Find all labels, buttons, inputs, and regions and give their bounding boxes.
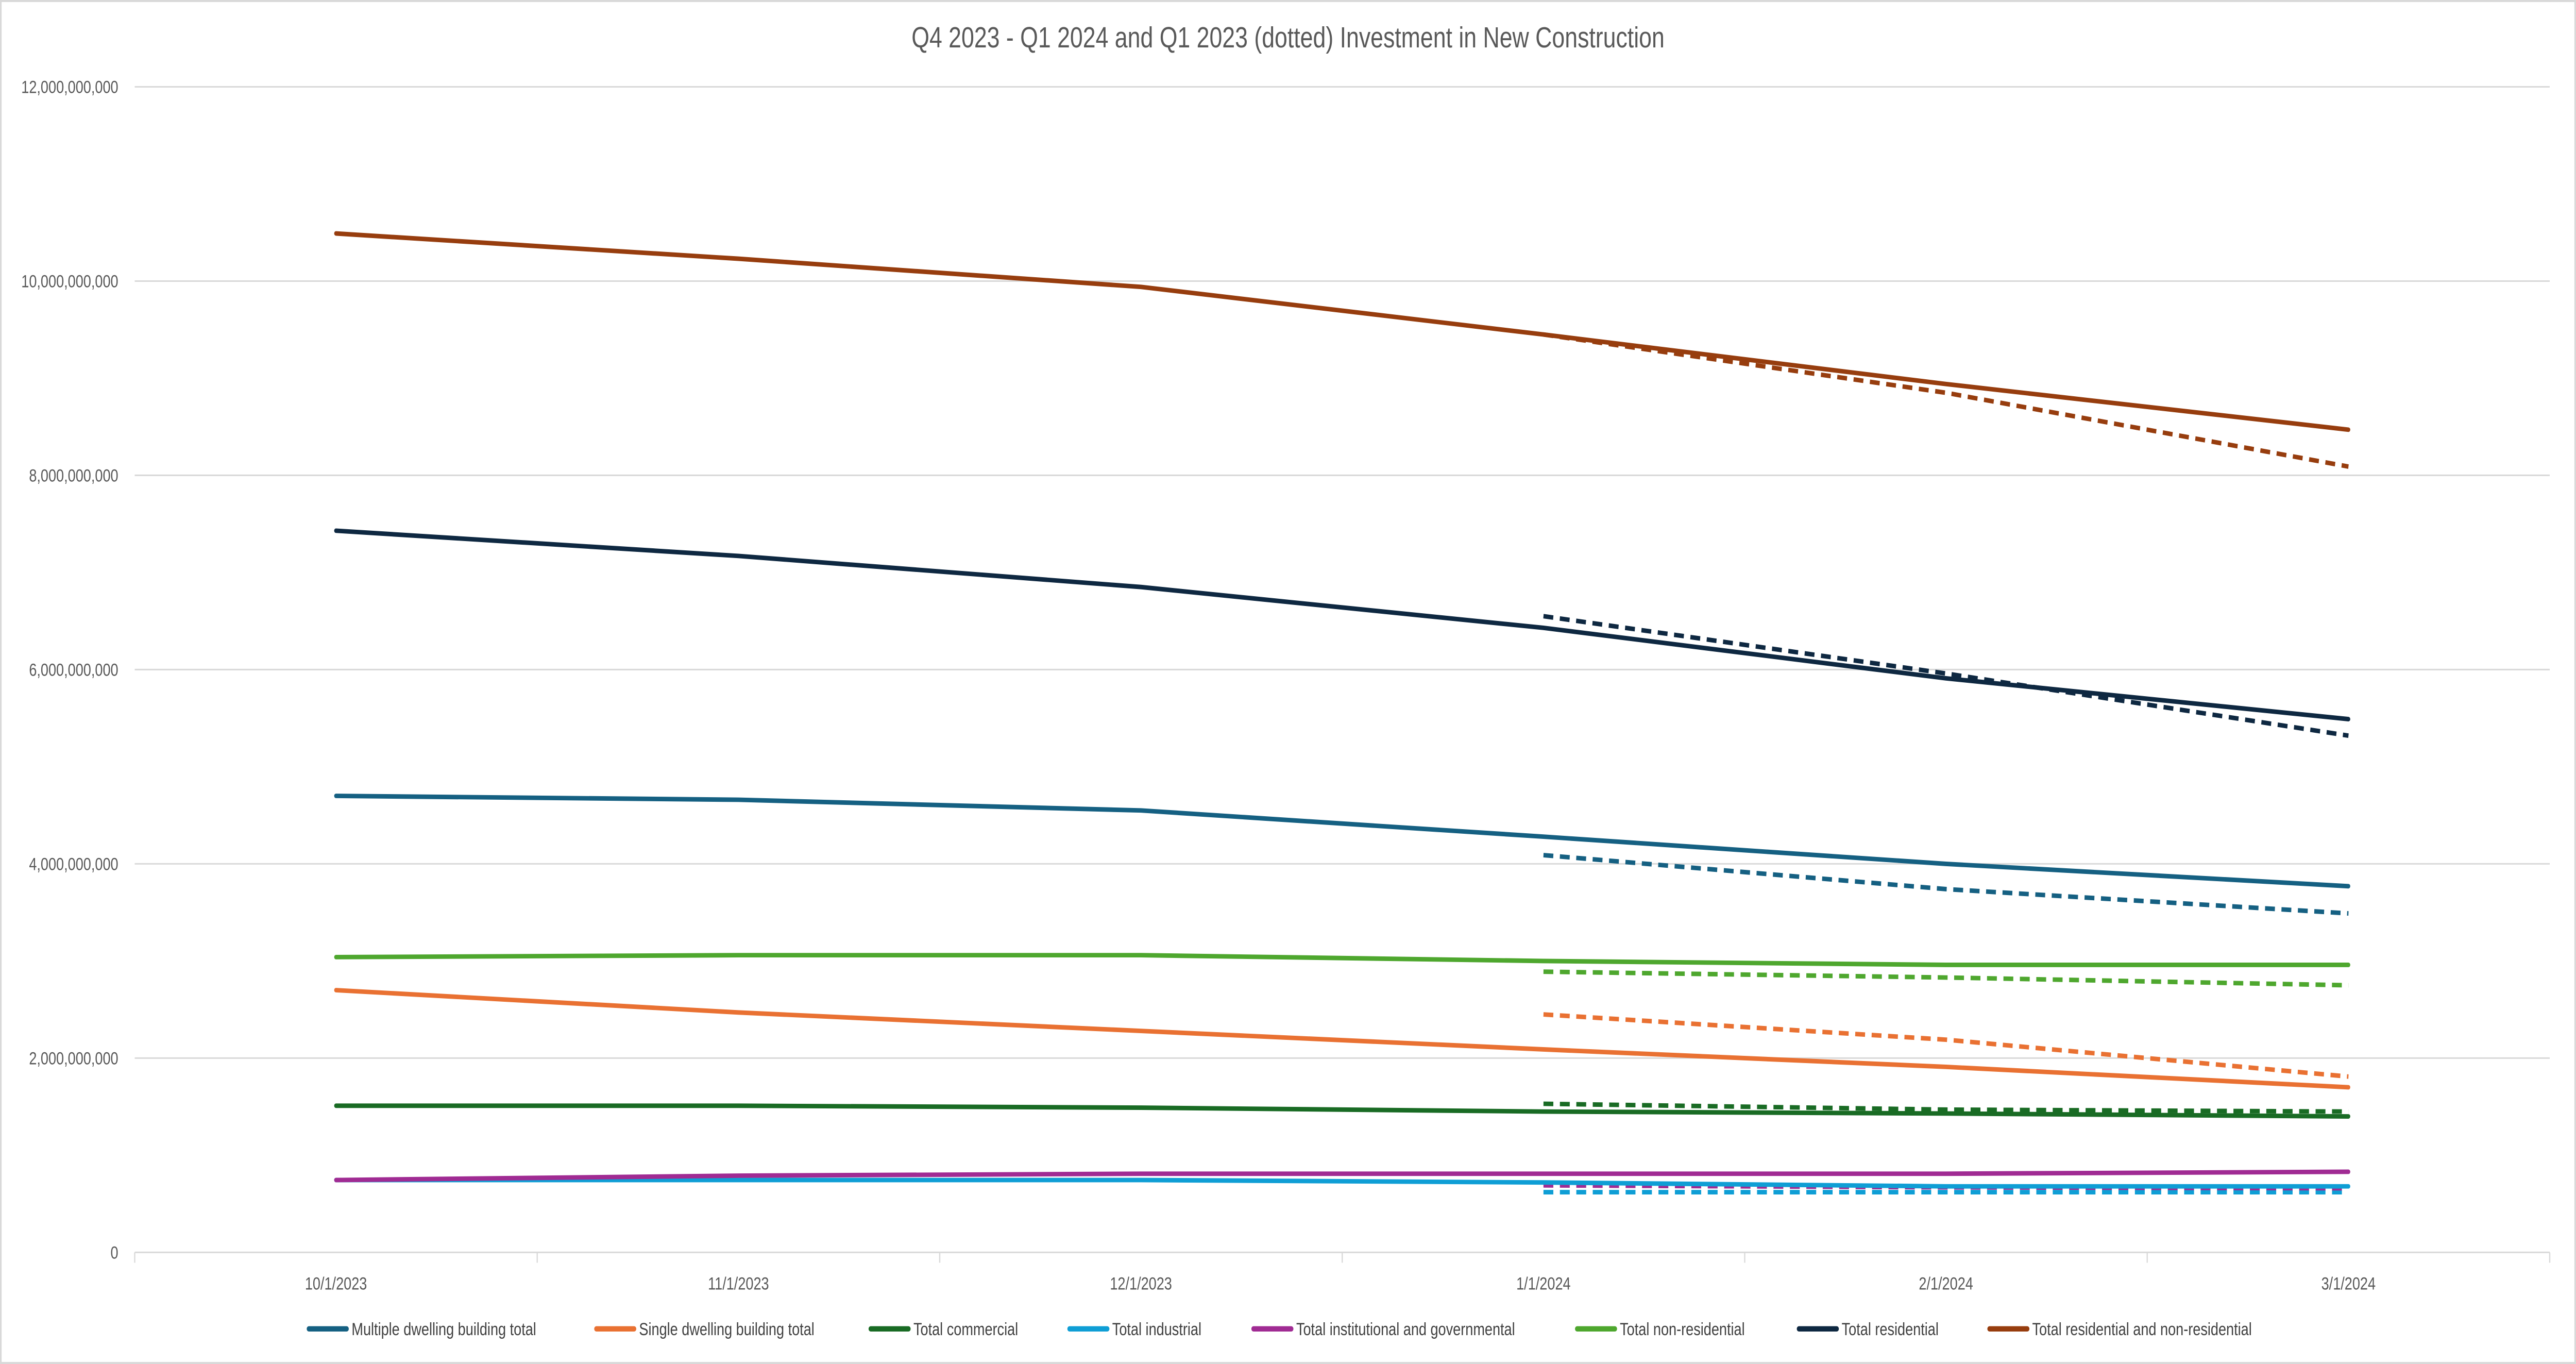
x-tick-label: 11/1/2023 [708, 1274, 769, 1294]
legend-label: Multiple dwelling building total [351, 1319, 536, 1339]
series-dotted-line [1543, 614, 2349, 738]
series-line [334, 1103, 2350, 1119]
y-tick-label: 4,000,000,000 [29, 854, 118, 874]
series-line [334, 231, 2350, 432]
series-dotted-line [1543, 853, 2349, 916]
series-dotted-line [1543, 969, 2349, 988]
series-line [334, 1177, 2350, 1189]
x-tick-label: 2/1/2024 [1919, 1274, 1973, 1294]
legend-label: Single dwelling building total [639, 1319, 814, 1339]
legend-label: Total residential and non-residential [2032, 1319, 2252, 1339]
series-dotted-line [1543, 1012, 2349, 1079]
legend-label: Total industrial [1112, 1319, 1201, 1339]
series-line [334, 1169, 2350, 1183]
x-tick-label: 10/1/2023 [305, 1274, 367, 1294]
y-tick-label: 6,000,000,000 [29, 660, 118, 680]
series-line [334, 528, 2350, 721]
y-axis: 0 2,000,000,000 4,000,000,000 6,000,000,000… [21, 77, 118, 1262]
series-line [334, 953, 2350, 967]
legend-label: Total non-residential [1620, 1319, 1744, 1339]
x-axis: 10/1/2023 11/1/2023 12/1/2023 1/1/2024 2/1/2… [134, 1252, 2551, 1294]
y-tick-label: 2,000,000,000 [29, 1048, 118, 1068]
series-dotted-line [1543, 1101, 2349, 1114]
legend: Multiple dwelling building total Single d… [307, 1319, 2252, 1339]
y-tick-label: 10,000,000,000 [21, 271, 118, 291]
series-dotted-line [1543, 332, 2349, 469]
series-line [334, 794, 2350, 889]
y-tick-label: 8,000,000,000 [29, 465, 118, 485]
series-line [334, 988, 2350, 1090]
legend-label: Total residential [1842, 1319, 1939, 1339]
y-tick-label: 0 [111, 1242, 118, 1262]
chart-title: Q4 2023 - Q1 2024 and Q1 2023 (dotted) I… [911, 21, 1665, 54]
x-tick-label: 3/1/2024 [2321, 1274, 2376, 1294]
x-tick-label: 1/1/2024 [1516, 1274, 1570, 1294]
y-tick-label: 12,000,000,000 [21, 77, 118, 97]
legend-label: Total commercial [913, 1319, 1018, 1339]
x-tick-label: 12/1/2023 [1110, 1274, 1172, 1294]
legend-label: Total institutional and governmental [1296, 1319, 1515, 1339]
gridlines [134, 86, 2550, 1253]
series-lines [334, 231, 2350, 1194]
